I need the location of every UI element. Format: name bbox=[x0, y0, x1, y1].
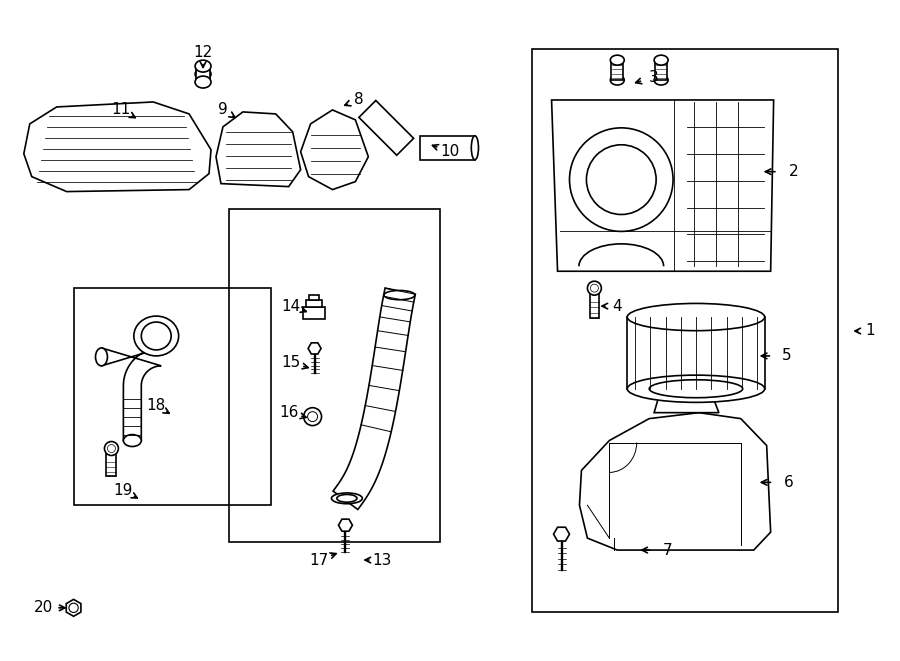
Text: 14: 14 bbox=[281, 299, 301, 313]
Circle shape bbox=[107, 444, 115, 453]
Polygon shape bbox=[654, 361, 719, 412]
Ellipse shape bbox=[195, 76, 211, 88]
Bar bbox=[655, 60, 667, 80]
Text: 3: 3 bbox=[649, 69, 659, 85]
Ellipse shape bbox=[134, 316, 178, 356]
Ellipse shape bbox=[337, 494, 357, 502]
Polygon shape bbox=[23, 102, 211, 192]
Text: 1: 1 bbox=[866, 323, 875, 338]
Text: 19: 19 bbox=[113, 483, 133, 498]
Ellipse shape bbox=[654, 75, 668, 85]
Polygon shape bbox=[308, 343, 321, 354]
Text: 9: 9 bbox=[218, 102, 228, 118]
Text: 18: 18 bbox=[147, 398, 166, 413]
Bar bbox=[611, 60, 624, 80]
Bar bbox=[627, 317, 765, 389]
Circle shape bbox=[303, 408, 321, 426]
Ellipse shape bbox=[331, 493, 363, 504]
Circle shape bbox=[104, 442, 119, 455]
Text: 4: 4 bbox=[613, 299, 622, 313]
Text: 8: 8 bbox=[354, 93, 364, 108]
Circle shape bbox=[69, 603, 78, 613]
Ellipse shape bbox=[627, 303, 765, 330]
Circle shape bbox=[590, 284, 598, 292]
Text: 13: 13 bbox=[373, 553, 392, 568]
Ellipse shape bbox=[649, 380, 742, 398]
Polygon shape bbox=[554, 527, 570, 541]
Polygon shape bbox=[359, 100, 414, 155]
Circle shape bbox=[587, 145, 656, 214]
Text: 16: 16 bbox=[279, 405, 299, 420]
Ellipse shape bbox=[123, 434, 141, 447]
Text: 2: 2 bbox=[788, 164, 798, 179]
Ellipse shape bbox=[195, 60, 211, 72]
Bar bbox=[229, 208, 440, 542]
Ellipse shape bbox=[610, 55, 625, 65]
Circle shape bbox=[570, 128, 673, 231]
Text: 6: 6 bbox=[784, 475, 794, 490]
Ellipse shape bbox=[141, 322, 171, 350]
Polygon shape bbox=[102, 348, 161, 440]
Bar bbox=[590, 294, 598, 318]
Text: 10: 10 bbox=[440, 144, 460, 159]
Ellipse shape bbox=[627, 375, 765, 403]
Bar bbox=[74, 288, 271, 505]
Text: 11: 11 bbox=[112, 102, 131, 118]
Bar bbox=[420, 136, 475, 160]
Bar bbox=[196, 66, 210, 82]
Polygon shape bbox=[580, 412, 770, 550]
Circle shape bbox=[308, 412, 318, 422]
Polygon shape bbox=[67, 600, 81, 616]
Ellipse shape bbox=[195, 68, 211, 80]
Bar bbox=[302, 307, 325, 319]
Polygon shape bbox=[216, 112, 301, 186]
Polygon shape bbox=[338, 519, 353, 531]
Bar bbox=[309, 295, 319, 300]
Ellipse shape bbox=[384, 290, 415, 299]
Polygon shape bbox=[333, 288, 415, 510]
Text: 5: 5 bbox=[782, 348, 791, 364]
Bar bbox=[532, 49, 839, 612]
Text: 17: 17 bbox=[309, 553, 328, 568]
Text: 12: 12 bbox=[194, 45, 212, 59]
Bar bbox=[106, 455, 116, 477]
Ellipse shape bbox=[654, 55, 668, 65]
Ellipse shape bbox=[472, 136, 479, 160]
Polygon shape bbox=[552, 100, 774, 271]
Text: 20: 20 bbox=[34, 600, 53, 615]
Ellipse shape bbox=[95, 348, 107, 366]
Text: 15: 15 bbox=[281, 356, 301, 370]
Text: 7: 7 bbox=[662, 543, 672, 558]
Circle shape bbox=[588, 281, 601, 295]
Bar bbox=[306, 300, 321, 307]
Ellipse shape bbox=[610, 75, 625, 85]
Polygon shape bbox=[301, 110, 368, 190]
